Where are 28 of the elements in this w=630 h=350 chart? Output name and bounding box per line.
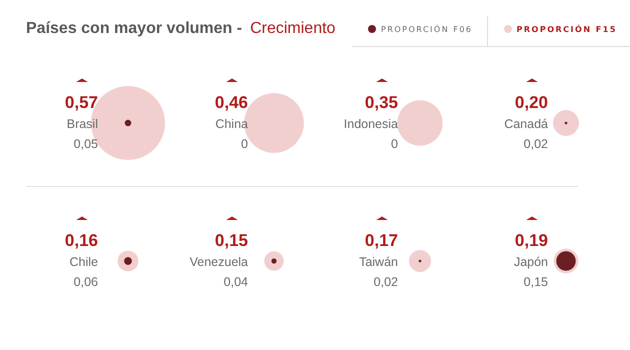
data-label: 0,20 bbox=[514, 93, 548, 112]
data-label: 0,04 bbox=[224, 275, 248, 289]
data-label: 0,19 bbox=[514, 231, 548, 250]
data-label: 0 bbox=[391, 137, 398, 151]
category-label: China bbox=[215, 117, 248, 131]
data-label: 0,57 bbox=[64, 93, 98, 112]
text: Países con mayor volumen - bbox=[26, 20, 242, 37]
category-label: Brasil bbox=[66, 117, 98, 131]
category-label: Japón bbox=[514, 255, 548, 269]
data-label: 0,02 bbox=[374, 275, 398, 289]
data-label: 0,15 bbox=[524, 275, 548, 289]
category-label: Indonesia bbox=[344, 117, 398, 131]
text: Crecimiento bbox=[250, 20, 336, 37]
category-label: Taiwán bbox=[359, 255, 398, 269]
category-label: Chile bbox=[70, 255, 98, 269]
legend-label: PROPORCIÓN F15 bbox=[486, 16, 630, 46]
legend-label: PROPORCIÓN F06 bbox=[380, 24, 474, 36]
data-label: 0,02 bbox=[524, 137, 548, 151]
data-label: 0,15 bbox=[214, 231, 248, 250]
category-label: Canadá bbox=[504, 117, 548, 131]
category-label: Venezuela bbox=[190, 255, 248, 269]
data-label: 0,06 bbox=[74, 275, 98, 289]
data-label: 0,16 bbox=[64, 231, 98, 250]
data-label: 0,17 bbox=[364, 231, 398, 250]
data-label: 0 bbox=[241, 137, 248, 151]
data-label: 0,35 bbox=[364, 93, 398, 112]
data-label: 0,05 bbox=[74, 137, 98, 151]
data-label: 0,46 bbox=[214, 93, 248, 112]
